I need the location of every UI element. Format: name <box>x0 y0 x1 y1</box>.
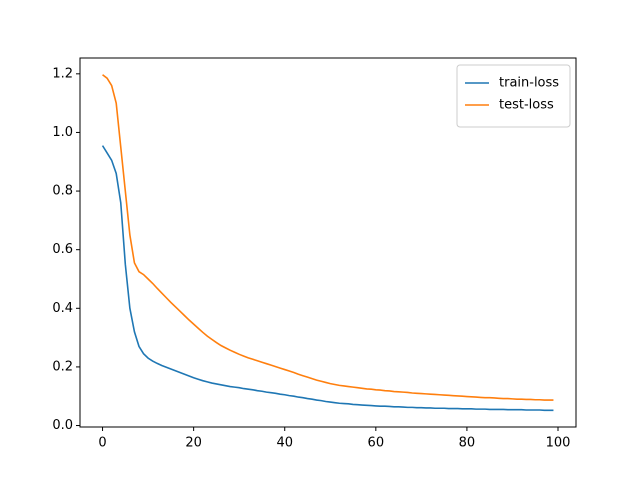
y-tick-label: 1.2 <box>52 66 73 81</box>
y-tick-label: 0.4 <box>52 301 73 316</box>
x-tick-label: 40 <box>276 436 293 451</box>
y-tick-label: 0.8 <box>52 184 73 199</box>
legend-label: test-loss <box>499 98 554 113</box>
legend-label: train-loss <box>499 76 559 91</box>
y-tick-label: 1.0 <box>52 125 73 140</box>
y-tick-label: 0.0 <box>52 418 73 433</box>
legend-box <box>456 64 571 128</box>
series-line <box>102 74 554 401</box>
plot-frame <box>79 57 577 428</box>
y-tick-label: 0.6 <box>52 242 73 257</box>
series-line <box>101 145 554 412</box>
x-tick-label: 60 <box>368 436 385 451</box>
x-tick-label: 20 <box>185 436 202 451</box>
y-tick-label: 0.2 <box>52 359 73 374</box>
x-tick-label: 0 <box>98 436 106 451</box>
x-tick-label: 80 <box>459 436 476 451</box>
x-tick-label: 100 <box>546 436 571 451</box>
